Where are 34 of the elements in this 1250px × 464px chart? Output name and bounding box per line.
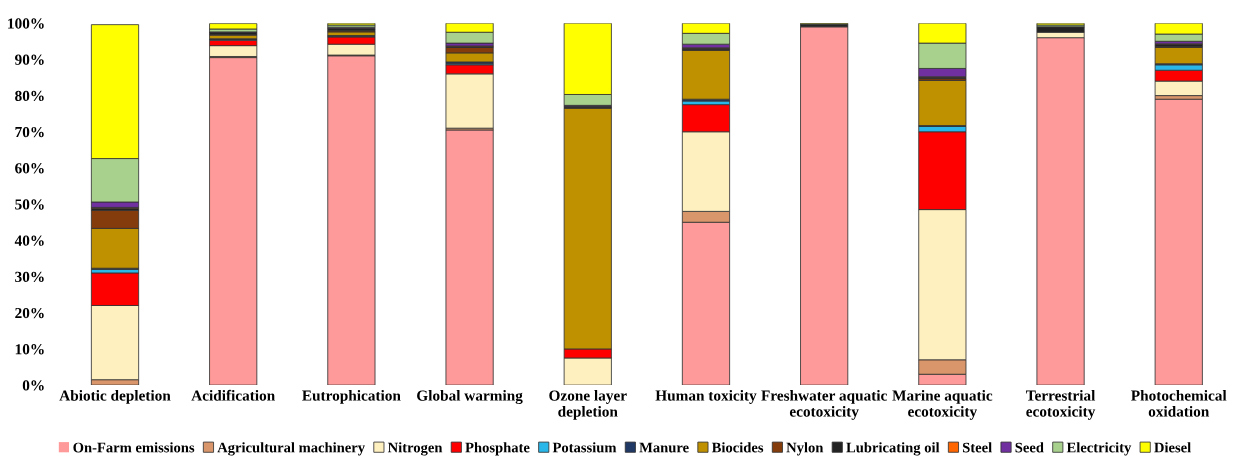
y-tick-label: 10% [15, 344, 44, 355]
x-tick-label: Human toxicity [655, 389, 757, 404]
y-tick-label: 50% [15, 199, 44, 210]
y-tick-label: 20% [15, 307, 44, 319]
legend-label: Lubricating oil [846, 442, 940, 456]
x-tick-label: Freshwater aquatic ecotoxicity [761, 389, 887, 420]
x-tick-label: Eutrophication [302, 389, 401, 404]
x-tick-label: Acidification [191, 389, 275, 401]
legend-label: Phosphate [465, 442, 530, 456]
x-tick-label: Marine aquatic ecotoxicity [892, 389, 993, 420]
legend-label: Agricultural machinery [217, 442, 365, 456]
y-tick-label: 60% [15, 163, 44, 174]
legend-label: Seed [1015, 442, 1044, 453]
y-tick-label: 80% [15, 90, 44, 102]
legend-label: On-Farm emissions [73, 442, 195, 453]
y-tick-label: 40% [14, 235, 44, 246]
x-tick-label: Terrestrial ecotoxicity [1025, 389, 1096, 420]
y-tick-label: 90% [15, 54, 44, 65]
x-tick-label: Abiotic depletion [59, 389, 171, 404]
legend-label: Diesel [1154, 442, 1191, 453]
y-tick-label: 30% [15, 271, 44, 283]
x-tick-label: Global warming [417, 389, 523, 404]
legend-label: Potassium [552, 442, 617, 453]
y-tick-label: 70% [15, 126, 44, 138]
x-tick-label: Photochemical oxidation [1131, 389, 1227, 417]
legend-label: Electricity [1066, 442, 1132, 456]
legend-label: Biocides [711, 442, 764, 453]
x-tick-label: Ozone layer depletion [549, 389, 627, 420]
legend-label: Steel [962, 442, 992, 453]
legend-label: Manure [639, 442, 689, 453]
y-tick-label: 100% [8, 18, 44, 29]
y-tick-label: 0% [22, 380, 44, 391]
legend-label: Nylon [786, 442, 824, 456]
legend-label: Nitrogen [387, 442, 443, 456]
